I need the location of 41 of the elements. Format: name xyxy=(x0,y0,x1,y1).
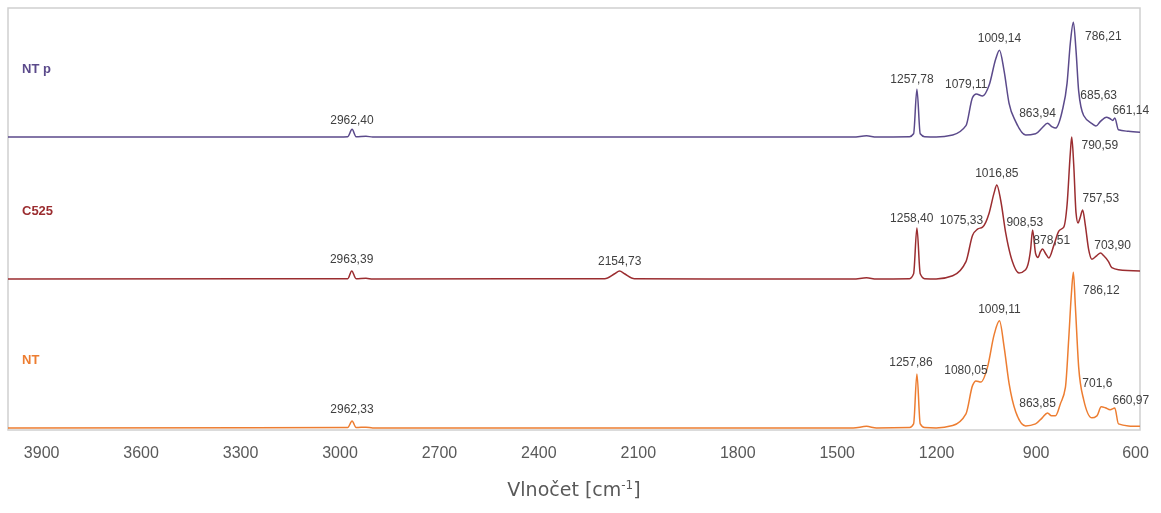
x-tick-label: 2100 xyxy=(620,443,657,461)
annotation: 2963,39 xyxy=(329,251,374,266)
annotation: 786,12 xyxy=(1082,283,1121,298)
x-tick-label: 3900 xyxy=(23,443,60,461)
text: NT xyxy=(22,351,40,367)
annotation: 1258,40 xyxy=(890,210,934,225)
annotation: 1016,85 xyxy=(975,165,1019,180)
annotation: 790,59 xyxy=(1081,138,1119,153)
x-tick-label: 1200 xyxy=(918,443,955,461)
x-tick-label: 2700 xyxy=(421,443,458,461)
annotation: 661,14 xyxy=(1112,102,1150,117)
x-tick-label: 3000 xyxy=(322,443,358,461)
annotation: 685,63 xyxy=(1080,88,1118,103)
x-tick-label: 3600 xyxy=(123,443,159,461)
annotation: 2962,40 xyxy=(330,113,374,128)
annotation: 2154,73 xyxy=(597,253,642,268)
x-tick-label: 3300 xyxy=(222,443,259,461)
annotation: 757,53 xyxy=(1082,191,1120,206)
annotation: 1257,86 xyxy=(889,355,933,369)
annotation: 1079,11 xyxy=(944,77,988,92)
text: C525 xyxy=(22,203,54,219)
x-tick-label: 600 xyxy=(1122,443,1149,461)
annotation: 908,53 xyxy=(1006,214,1044,229)
annotation: 660,97 xyxy=(1112,393,1150,408)
x-tick-label: 1500 xyxy=(819,443,856,461)
annotation: 1009,14 xyxy=(977,31,1022,46)
x-tick-label: 2400 xyxy=(521,443,557,461)
annotation: 863,85 xyxy=(1019,395,1057,410)
annotation: 1080,05 xyxy=(944,362,988,377)
x-axis-title: Vlnočet [cm$^{-1}$] xyxy=(506,478,642,501)
x-tick-label: 900 xyxy=(1022,443,1050,461)
annotation: 1009,11 xyxy=(978,301,1021,316)
annotation: 1257,78 xyxy=(890,72,934,87)
annotation: 1075,33 xyxy=(939,213,984,228)
text: NT p xyxy=(22,61,51,77)
annotation: 863,94 xyxy=(1019,106,1057,121)
annotation: 2962,33 xyxy=(330,402,374,417)
annotation: 701,6 xyxy=(1082,375,1113,390)
annotation: 703,90 xyxy=(1094,238,1132,253)
annotation: 786,21 xyxy=(1084,29,1122,44)
x-tick-label: 1800 xyxy=(719,443,756,461)
